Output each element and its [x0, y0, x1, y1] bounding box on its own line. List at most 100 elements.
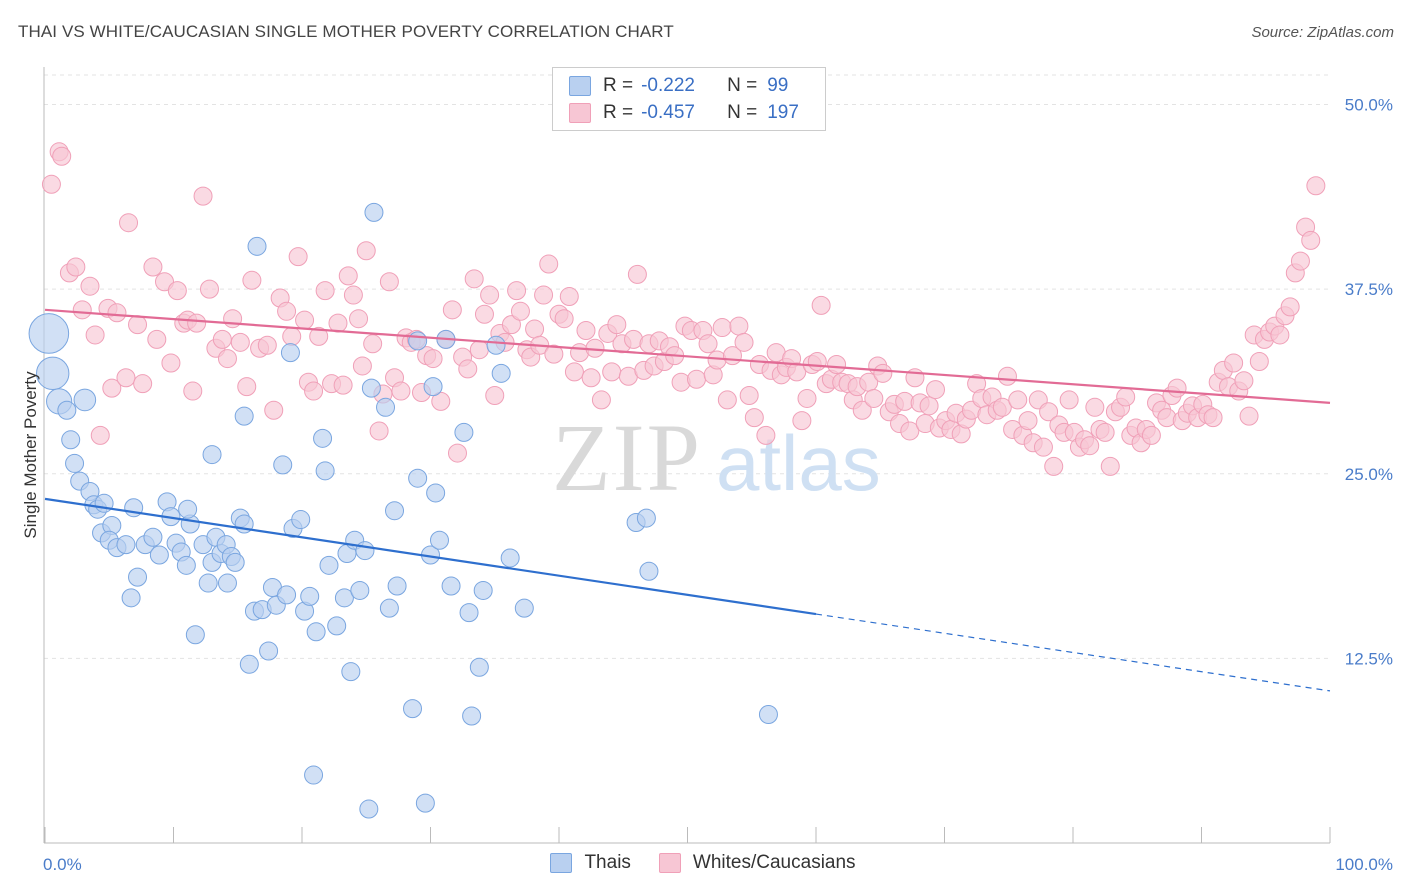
thais-point [387, 576, 407, 596]
thais-point [355, 541, 375, 561]
whites-point [698, 334, 718, 354]
whites-point [1239, 406, 1259, 426]
thais-point [143, 527, 163, 547]
whites-point [602, 362, 622, 382]
whites-point [510, 301, 530, 321]
whites-point [671, 372, 691, 392]
whites-point [686, 369, 706, 389]
thais-point [304, 765, 324, 785]
whites-point [356, 241, 376, 261]
whites-point [534, 285, 554, 305]
thais-trend-line [44, 497, 817, 616]
whites-point [333, 375, 353, 395]
whites-swatch [569, 103, 591, 123]
thais-point [273, 455, 293, 475]
thais-point [423, 377, 443, 397]
whites-point [288, 247, 308, 267]
whites-point [199, 279, 219, 299]
whites-point [66, 257, 86, 277]
thais-point [379, 598, 399, 618]
whites-point [607, 315, 627, 335]
thais-point [415, 793, 435, 813]
thais-point [319, 555, 339, 575]
thais-point [408, 468, 428, 488]
thais-point [639, 561, 659, 581]
whites-point [315, 281, 335, 301]
x-tick-label: 100.0% [1335, 855, 1393, 874]
thais-point [514, 598, 534, 618]
r-label: R = [603, 102, 634, 123]
whites-point [480, 285, 500, 305]
whites-point [391, 381, 411, 401]
whites-point [102, 378, 122, 398]
whites-point [559, 287, 579, 307]
chart-title: THAI VS WHITE/CAUCASIAN SINGLE MOTHER PO… [18, 22, 674, 41]
whites-point [1203, 408, 1223, 428]
whites-point [852, 400, 872, 420]
thais-point [65, 453, 85, 473]
thais-point [178, 499, 198, 519]
whites-point [1033, 437, 1053, 457]
whites-point [591, 390, 611, 410]
whites-point [343, 285, 363, 305]
whites-point [85, 325, 105, 345]
whites-point [223, 309, 243, 329]
thais-point [28, 313, 70, 354]
whites-point [756, 425, 776, 445]
whites-point [237, 377, 257, 397]
thais-point [234, 406, 254, 426]
thais-point [36, 356, 70, 391]
legend-item-thais: Thais [550, 852, 631, 874]
thais-point [361, 378, 381, 398]
tick-labels: 12.5% 25.0% 37.5% 50.0% 0.0% 100.0% [43, 96, 1393, 874]
thais-point [334, 588, 354, 608]
whites-point [1085, 397, 1105, 417]
whites-legend-label: Whites/Caucasians [692, 852, 856, 873]
whites-point [257, 335, 277, 355]
whites-point [827, 354, 847, 374]
whites-point [90, 425, 110, 445]
thais-point [341, 662, 361, 682]
thais-point [198, 573, 218, 593]
whites-point [507, 281, 527, 301]
thais-point [454, 422, 474, 442]
whites-point [1167, 378, 1187, 398]
thais-point [116, 535, 136, 555]
whites-point [576, 321, 596, 341]
thais-point [61, 430, 81, 450]
whites-point [338, 266, 358, 286]
whites-point [133, 374, 153, 394]
thais-point [291, 510, 311, 530]
thais-point [441, 576, 461, 596]
whites-point [997, 366, 1017, 386]
thais-point [313, 428, 333, 448]
whites-legend-swatch [658, 853, 681, 873]
whites-point [739, 385, 759, 405]
whites-point [230, 332, 250, 352]
whites-point [1141, 425, 1161, 445]
thais-point [500, 548, 520, 568]
whites-point [627, 264, 647, 284]
thais-point [385, 501, 405, 521]
thais-point [758, 705, 778, 725]
thais-point [149, 545, 169, 565]
watermark: ZIP atlas [552, 404, 881, 511]
thais-point [300, 586, 320, 606]
whites-point [717, 390, 737, 410]
stats-legend: R = -0.222 N = 99 R = -0.457 N = 197 [552, 67, 826, 131]
whites-point [1018, 411, 1038, 431]
whites-point [1157, 408, 1177, 428]
thais-point [217, 573, 237, 593]
whites-point [277, 301, 297, 321]
thais-point [459, 603, 479, 623]
whites-point [107, 303, 127, 323]
whites-point [1059, 390, 1079, 410]
whites-point [167, 281, 187, 301]
thais-point [57, 400, 77, 420]
whites-point [539, 254, 559, 274]
thais-point [403, 699, 423, 719]
thais-point [259, 641, 279, 661]
thais-point [636, 508, 656, 528]
whites-point [442, 300, 462, 320]
